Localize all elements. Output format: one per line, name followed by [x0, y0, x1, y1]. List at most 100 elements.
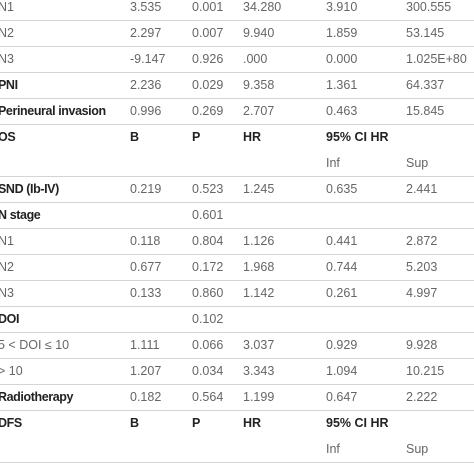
- p-value-cell: 0.860: [192, 286, 224, 300]
- table-row: > 10 1.207 0.034 3.343 1.094 10.215: [0, 359, 474, 385]
- ci-sup-cell: Sup: [406, 442, 429, 456]
- b-coefficient-cell: 0.182: [130, 390, 162, 404]
- ci-inf-cell: 0.000: [326, 52, 358, 66]
- p-value-cell: 0.007: [192, 26, 224, 40]
- hazard-ratio-cell: 1.199: [243, 390, 275, 404]
- ci-inf-cell: Inf: [326, 442, 340, 456]
- statistics-table: N1 3.535 0.001 34.280 3.910 300.555 N2 2.297 0.0…: [0, 0, 474, 463]
- table-row: N2 2.297 0.007 9.940 1.859 53.145: [0, 21, 474, 47]
- table-row: SND (Ib-IV) 0.219 0.523 1.245 0.635 2.441: [0, 177, 474, 203]
- p-value-cell: 0.523: [192, 182, 224, 196]
- ci-sup-cell: 1.025E+80: [406, 52, 467, 66]
- ci-inf-cell: 0.744: [326, 260, 358, 274]
- b-coefficient-cell: 1.207: [130, 364, 162, 378]
- p-value-cell: 0.172: [192, 260, 224, 274]
- b-coefficient-cell: 0.219: [130, 182, 162, 196]
- p-value-cell: 0.926: [192, 52, 224, 66]
- ci-sup-cell: 15.845: [406, 104, 445, 118]
- hazard-ratio-cell: HR: [243, 416, 262, 430]
- p-value-cell: P: [192, 130, 201, 144]
- row-label-cell: PNI: [0, 78, 18, 92]
- section-header-row: OS B P HR 95% CI HR: [0, 125, 474, 151]
- ci-sup-cell: Sup: [406, 156, 429, 170]
- ci-sup-cell: 5.203: [406, 260, 438, 274]
- table-row: 5 < DOI ≤ 10 1.111 0.066 3.037 0.929 9.928: [0, 333, 474, 359]
- hazard-ratio-cell: 3.343: [243, 364, 275, 378]
- ci-sup-cell: 10.215: [406, 364, 445, 378]
- b-coefficient-cell: 2.297: [130, 26, 162, 40]
- p-value-cell: 0.102: [192, 312, 224, 326]
- table-row: Radiotherapy 0.182 0.564 1.199 0.647 2.222: [0, 385, 474, 411]
- ci-inf-cell: 1.859: [326, 26, 358, 40]
- b-coefficient-cell: 3.535: [130, 0, 162, 14]
- ci-inf-cell: 95% CI HR: [326, 416, 389, 430]
- hazard-ratio-cell: .000: [243, 52, 268, 66]
- table-row: N2 0.677 0.172 1.968 0.744 5.203: [0, 255, 474, 281]
- ci-inf-cell: 0.463: [326, 104, 358, 118]
- hazard-ratio-cell: 9.940: [243, 26, 275, 40]
- ci-sup-cell: 2.872: [406, 234, 438, 248]
- table-row: N1 3.535 0.001 34.280 3.910 300.555: [0, 0, 474, 21]
- ci-sup-cell: 2.222: [406, 390, 438, 404]
- ci-sup-cell: 9.928: [406, 338, 438, 352]
- table-row: N3 -9.147 0.926 .000 0.000 1.025E+80: [0, 47, 474, 73]
- p-value-cell: 0.066: [192, 338, 224, 352]
- hazard-ratio-cell: 1.126: [243, 234, 275, 248]
- b-coefficient-cell: -9.147: [130, 52, 166, 66]
- b-coefficient-cell: 0.996: [130, 104, 162, 118]
- table-row: N3 0.133 0.860 1.142 0.261 4.997: [0, 281, 474, 307]
- b-coefficient-cell: 0.677: [130, 260, 162, 274]
- row-label-cell: N stage: [0, 208, 41, 222]
- ci-inf-cell: 95% CI HR: [326, 130, 389, 144]
- ci-sup-cell: 53.145: [406, 26, 445, 40]
- b-coefficient-cell: 0.133: [130, 286, 162, 300]
- ci-inf-cell: 0.441: [326, 234, 358, 248]
- p-value-cell: P: [192, 416, 201, 430]
- section-header-row: DFS B P HR 95% CI HR: [0, 411, 474, 437]
- ci-inf-cell: 0.647: [326, 390, 358, 404]
- row-label-cell: N2: [0, 260, 14, 274]
- ci-sup-cell: 64.337: [406, 78, 445, 92]
- ci-inf-cell: 1.361: [326, 78, 358, 92]
- row-label-cell: OS: [0, 130, 16, 144]
- row-label-cell: N1: [0, 234, 14, 248]
- hazard-ratio-cell: HR: [243, 130, 262, 144]
- p-value-cell: 0.001: [192, 0, 224, 14]
- hazard-ratio-cell: 34.280: [243, 0, 282, 14]
- p-value-cell: 0.034: [192, 364, 224, 378]
- p-value-cell: 0.564: [192, 390, 224, 404]
- ci-inf-cell: 1.094: [326, 364, 358, 378]
- ci-sup-cell: 4.997: [406, 286, 438, 300]
- row-label-cell: N3: [0, 52, 14, 66]
- ci-inf-cell: 0.635: [326, 182, 358, 196]
- p-value-cell: 0.804: [192, 234, 224, 248]
- row-label-cell: DOI: [0, 312, 20, 326]
- hazard-ratio-cell: 2.707: [243, 104, 275, 118]
- ci-inf-cell: 3.910: [326, 0, 358, 14]
- table-row: N1 0.118 0.804 1.126 0.441 2.872: [0, 229, 474, 255]
- hazard-ratio-cell: 9.358: [243, 78, 275, 92]
- b-coefficient-cell: 2.236: [130, 78, 162, 92]
- p-value-cell: 0.269: [192, 104, 224, 118]
- ci-sup-cell: 300.555: [406, 0, 452, 14]
- row-label-cell: SND (Ib-IV): [0, 182, 59, 196]
- row-label-cell: N3: [0, 286, 14, 300]
- ci-inf-cell: 0.261: [326, 286, 358, 300]
- table-row: DOI 0.102: [0, 307, 474, 333]
- table-row: PNI 2.236 0.029 9.358 1.361 64.337: [0, 73, 474, 99]
- p-value-cell: 0.029: [192, 78, 224, 92]
- row-label-cell: N2: [0, 26, 14, 40]
- hazard-ratio-cell: 1.245: [243, 182, 275, 196]
- ci-inf-cell: Inf: [326, 156, 340, 170]
- hazard-ratio-cell: 3.037: [243, 338, 275, 352]
- hazard-ratio-cell: 1.968: [243, 260, 275, 274]
- b-coefficient-cell: 1.111: [130, 338, 160, 352]
- row-label-cell: Perineural invasion: [0, 104, 106, 118]
- b-coefficient-cell: 0.118: [130, 234, 161, 248]
- ci-subheader-row: Inf Sup: [0, 437, 474, 463]
- b-coefficient-cell: B: [130, 416, 140, 430]
- ci-inf-cell: 0.929: [326, 338, 358, 352]
- row-label-cell: N1: [0, 0, 14, 14]
- ci-sup-cell: 2.441: [406, 182, 438, 196]
- p-value-cell: 0.601: [192, 208, 224, 222]
